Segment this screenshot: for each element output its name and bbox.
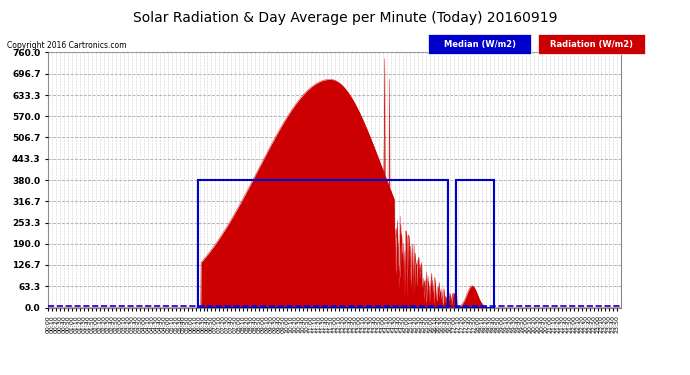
Bar [197,180,448,308]
Text: Solar Radiation & Day Average per Minute (Today) 20160919: Solar Radiation & Day Average per Minute… [132,11,558,25]
Text: Median (W/m2): Median (W/m2) [444,40,515,49]
Bar [456,180,494,308]
Text: Radiation (W/m2): Radiation (W/m2) [550,40,633,49]
Text: Copyright 2016 Cartronics.com: Copyright 2016 Cartronics.com [7,41,126,50]
